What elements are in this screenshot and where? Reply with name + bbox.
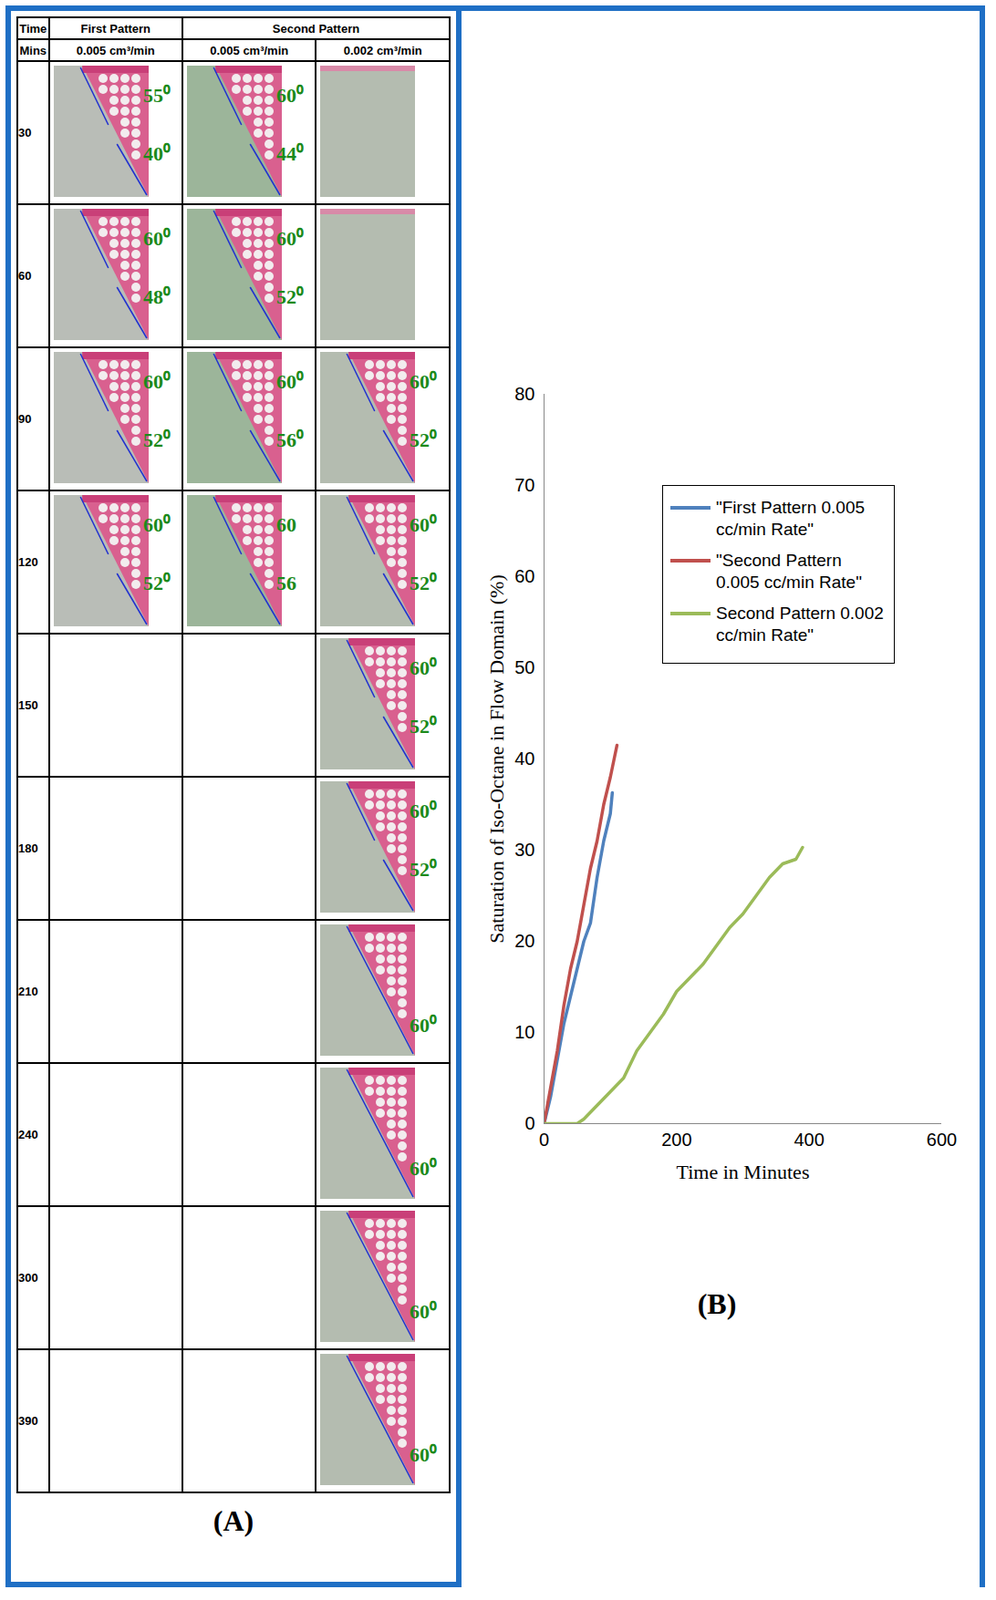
html-text:150: 150 — [18, 698, 39, 713]
html-text:Time: Time — [19, 21, 47, 36]
svg-text:200: 200 — [661, 1130, 692, 1151]
svg-text:60⁰: 60⁰ — [409, 656, 437, 680]
svg-text:56⁰: 56⁰ — [276, 427, 304, 451]
svg-text:400: 400 — [793, 1130, 824, 1151]
svg-text:60⁰: 60⁰ — [409, 513, 437, 537]
svg-text:60⁰: 60⁰ — [409, 1157, 437, 1181]
svg-text:10: 10 — [514, 1022, 535, 1043]
svg-text:80: 80 — [514, 383, 535, 405]
html-text:0.002 cm³/min: 0.002 cm³/min — [343, 43, 423, 58]
svg-text:60⁰: 60⁰ — [276, 83, 304, 107]
html-text:390: 390 — [18, 1414, 39, 1429]
html-text:210: 210 — [18, 985, 39, 999]
svg-text:48⁰: 48⁰ — [143, 284, 171, 308]
html-text:Second Pattern 0.002 cc/min Ra: Second Pattern 0.002 cc/min Rate" — [715, 603, 884, 645]
svg-text:600: 600 — [926, 1130, 957, 1151]
svg-text:60⁰: 60⁰ — [409, 1443, 437, 1467]
svg-text:52⁰: 52⁰ — [409, 427, 437, 451]
svg-text:60⁰: 60⁰ — [409, 1300, 437, 1324]
html-text:First Pattern: First Pattern — [80, 21, 151, 36]
svg-text:60⁰: 60⁰ — [409, 370, 437, 394]
html-text:Second Pattern: Second Pattern — [272, 21, 360, 36]
svg-text:60⁰: 60⁰ — [276, 370, 304, 394]
svg-text:44⁰: 44⁰ — [276, 141, 304, 165]
svg-text:Saturation of Iso-Octane in Fl: Saturation of Iso-Octane in Flow Domain … — [485, 574, 509, 944]
svg-text:52⁰: 52⁰ — [143, 570, 171, 594]
html-text:240: 240 — [18, 1128, 39, 1142]
html-text:30: 30 — [18, 125, 32, 140]
svg-text:52⁰: 52⁰ — [143, 427, 171, 451]
html-text:90: 90 — [18, 412, 32, 426]
svg-text:60⁰: 60⁰ — [143, 513, 171, 537]
svg-text:52⁰: 52⁰ — [409, 714, 437, 737]
svg-text:60⁰: 60⁰ — [143, 370, 171, 394]
svg-text:0: 0 — [539, 1130, 550, 1151]
svg-text:70: 70 — [514, 475, 535, 496]
svg-text:60⁰: 60⁰ — [276, 227, 304, 250]
html-text:60: 60 — [18, 269, 32, 283]
html-text:Mins: Mins — [19, 43, 47, 58]
svg-text:60: 60 — [276, 513, 297, 537]
html-text:120: 120 — [18, 555, 39, 570]
svg-text:60⁰: 60⁰ — [409, 1014, 437, 1038]
svg-text:50: 50 — [514, 657, 535, 678]
svg-text:60⁰: 60⁰ — [143, 227, 171, 250]
svg-text:60: 60 — [514, 566, 535, 587]
svg-text:52⁰: 52⁰ — [409, 570, 437, 594]
html-text:180: 180 — [18, 841, 39, 856]
svg-text:52⁰: 52⁰ — [276, 284, 304, 308]
svg-text:20: 20 — [514, 931, 535, 952]
html-text:"First Pattern 0.005 cc/min Ra: "First Pattern 0.005 cc/min Rate" — [715, 498, 865, 540]
svg-text:Time in Minutes: Time in Minutes — [676, 1161, 810, 1184]
html-text:"Second Pattern 0.005 cc/min R: "Second Pattern 0.005 cc/min Rate" — [715, 550, 862, 592]
svg-text:56: 56 — [276, 570, 297, 594]
svg-text:30: 30 — [514, 840, 535, 861]
html-text:0.005 cm³/min: 0.005 cm³/min — [76, 43, 155, 58]
html-text:(B): (B) — [697, 1287, 737, 1321]
svg-text:40⁰: 40⁰ — [143, 141, 171, 165]
svg-text:0: 0 — [524, 1113, 535, 1134]
html-text:(A): (A) — [213, 1504, 254, 1538]
svg-text:55⁰: 55⁰ — [143, 83, 171, 107]
svg-text:60⁰: 60⁰ — [409, 799, 437, 823]
html-text:0.005 cm³/min: 0.005 cm³/min — [209, 43, 289, 58]
svg-text:52⁰: 52⁰ — [409, 857, 437, 881]
svg-text:40: 40 — [514, 748, 535, 769]
html-text:300: 300 — [18, 1271, 39, 1286]
